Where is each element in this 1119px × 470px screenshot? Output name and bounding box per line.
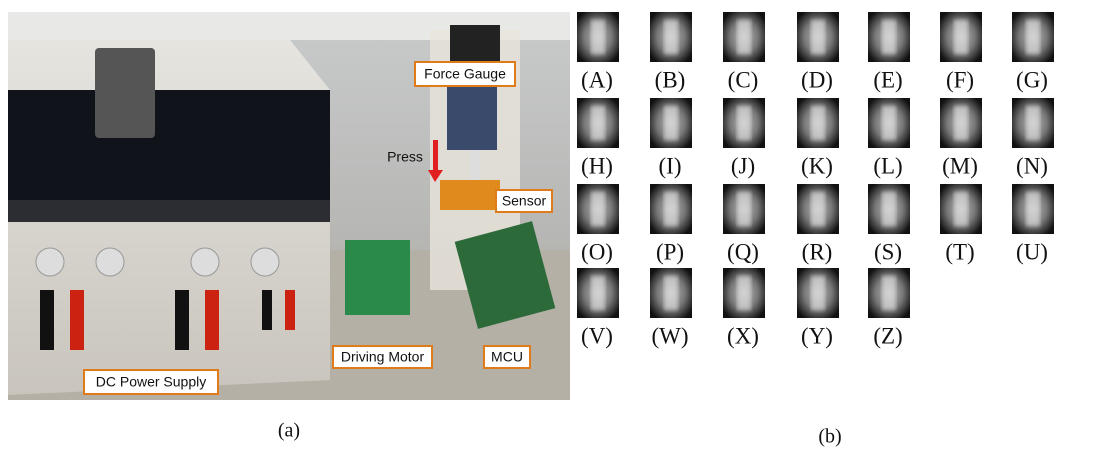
letter-stroke [1026, 20, 1040, 54]
caption-a: (a) [278, 420, 300, 442]
handle [95, 48, 155, 138]
photo-label: Sensor [502, 193, 547, 209]
letter-stroke [664, 20, 678, 54]
letter-stroke [811, 192, 825, 226]
photo-label: DC Power Supply [96, 374, 207, 390]
letter-label: (F) [946, 67, 974, 92]
letter-stroke [882, 192, 896, 226]
letter-label: (L) [873, 153, 902, 178]
letter-label: (V) [581, 323, 613, 348]
letter-label: (M) [942, 153, 978, 178]
letter-stroke [882, 276, 896, 310]
photo-label: Press [387, 149, 423, 165]
letter-stroke [1026, 106, 1040, 140]
brand-strip [8, 200, 330, 222]
letter-stroke [591, 192, 605, 226]
letter-label: (Z) [873, 323, 902, 348]
letter-stroke [591, 106, 605, 140]
letter-label: (R) [802, 239, 833, 264]
display-panel [8, 90, 330, 200]
letter-label: (N) [1016, 153, 1048, 178]
letter-label: (Q) [727, 239, 759, 264]
letter-label: (S) [874, 239, 902, 264]
letter-label: (J) [731, 153, 755, 178]
letter-stroke [811, 276, 825, 310]
letter-stroke [954, 192, 968, 226]
letter-label: (B) [655, 67, 686, 92]
letter-label: (H) [581, 153, 613, 178]
letter-stroke [664, 276, 678, 310]
letter-stroke [737, 192, 751, 226]
letter-stroke [882, 20, 896, 54]
motor-board [345, 240, 410, 315]
letter-stroke [954, 20, 968, 54]
letter-label: (A) [581, 67, 613, 92]
letter-label: (I) [659, 153, 682, 178]
letter-label: (T) [945, 239, 974, 264]
photo-label: Force Gauge [424, 66, 506, 82]
motor [450, 25, 500, 65]
letter-label: (O) [581, 239, 613, 264]
letter-label: (X) [727, 323, 759, 348]
letter-label: (W) [651, 323, 688, 348]
letter-stroke [737, 276, 751, 310]
photo-label: MCU [491, 349, 523, 365]
letter-label: (P) [656, 239, 684, 264]
letter-stroke [954, 106, 968, 140]
photo-label: Driving Motor [341, 349, 425, 365]
letter-label: (E) [873, 67, 902, 92]
letter-label: (G) [1016, 67, 1048, 92]
letter-stroke [811, 106, 825, 140]
letter-stroke [811, 20, 825, 54]
caption-b: (b) [818, 426, 841, 448]
figure: Force Gauge Press Sensor Driving Motor MCU DC… [0, 0, 1119, 470]
letter-stroke [1026, 192, 1040, 226]
letter-label: (C) [728, 67, 759, 92]
letter-stroke [591, 276, 605, 310]
letter-stroke [882, 106, 896, 140]
letter-stroke [737, 20, 751, 54]
letter-label: (Y) [801, 323, 833, 348]
letter-stroke [591, 20, 605, 54]
letter-stroke [664, 106, 678, 140]
sensor-part [440, 180, 500, 210]
letter-stroke [737, 106, 751, 140]
letter-label: (K) [801, 153, 833, 178]
letter-stroke [664, 192, 678, 226]
letter-label: (U) [1016, 239, 1048, 264]
letter-label: (D) [801, 67, 833, 92]
